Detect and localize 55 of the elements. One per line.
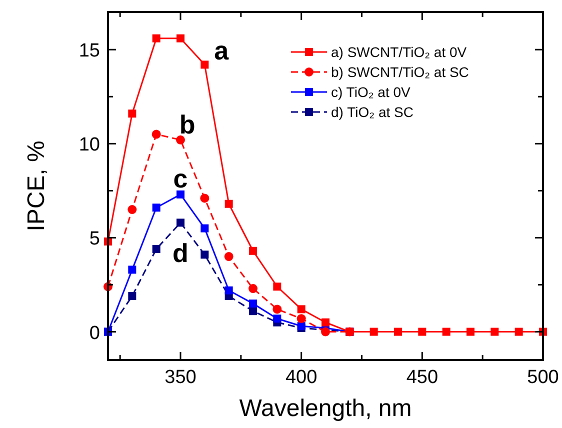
y-tick-label: 15 — [78, 40, 100, 62]
point — [176, 34, 184, 42]
point — [394, 328, 402, 336]
y-tick-label: 5 — [89, 228, 100, 250]
point — [322, 318, 330, 326]
point — [128, 110, 136, 118]
point — [152, 204, 160, 212]
point — [249, 307, 257, 316]
y-axis-title: IPCE, % — [23, 140, 50, 232]
point — [370, 328, 378, 336]
annotation: b — [179, 109, 196, 140]
annotation: d — [172, 238, 188, 268]
point — [224, 286, 233, 294]
x-tick-label: 450 — [406, 367, 438, 388]
point — [418, 328, 426, 336]
point — [224, 252, 234, 262]
point — [249, 246, 257, 255]
point — [176, 218, 184, 227]
point — [248, 284, 258, 294]
point — [321, 327, 330, 336]
point — [128, 266, 136, 274]
point — [273, 314, 282, 323]
point — [152, 130, 161, 139]
point — [200, 224, 209, 232]
legend-label: b) SWCNT/TiO₂ at SC — [331, 64, 469, 80]
x-tick-label: 500 — [527, 367, 559, 388]
legend-label: a) SWCNT/TiO₂ at 0V — [331, 44, 468, 60]
point — [273, 282, 282, 291]
annotation: a — [214, 35, 230, 66]
point — [490, 328, 499, 336]
point — [128, 292, 136, 300]
point — [224, 200, 233, 208]
point — [200, 194, 210, 203]
legend-label: c) TiO₂ at 0V — [331, 84, 412, 100]
point — [297, 305, 306, 314]
point — [249, 300, 257, 308]
point — [152, 34, 160, 42]
point — [466, 328, 474, 336]
point — [176, 135, 185, 144]
legend-label: d) TiO₂ at SC — [331, 104, 414, 120]
point — [200, 250, 209, 259]
x-tick-label: 350 — [164, 367, 196, 388]
point — [296, 314, 306, 324]
point — [272, 304, 282, 314]
point — [442, 328, 450, 336]
y-tick-label: 10 — [78, 134, 100, 156]
x-axis-title: Wavelength, nm — [239, 395, 412, 422]
point — [152, 245, 160, 254]
point — [200, 60, 209, 69]
annotation: c — [173, 164, 188, 194]
point — [514, 328, 523, 336]
x-tick-label: 400 — [285, 367, 318, 388]
point — [176, 190, 184, 198]
y-tick-label: 0 — [89, 322, 100, 344]
point — [128, 205, 137, 214]
